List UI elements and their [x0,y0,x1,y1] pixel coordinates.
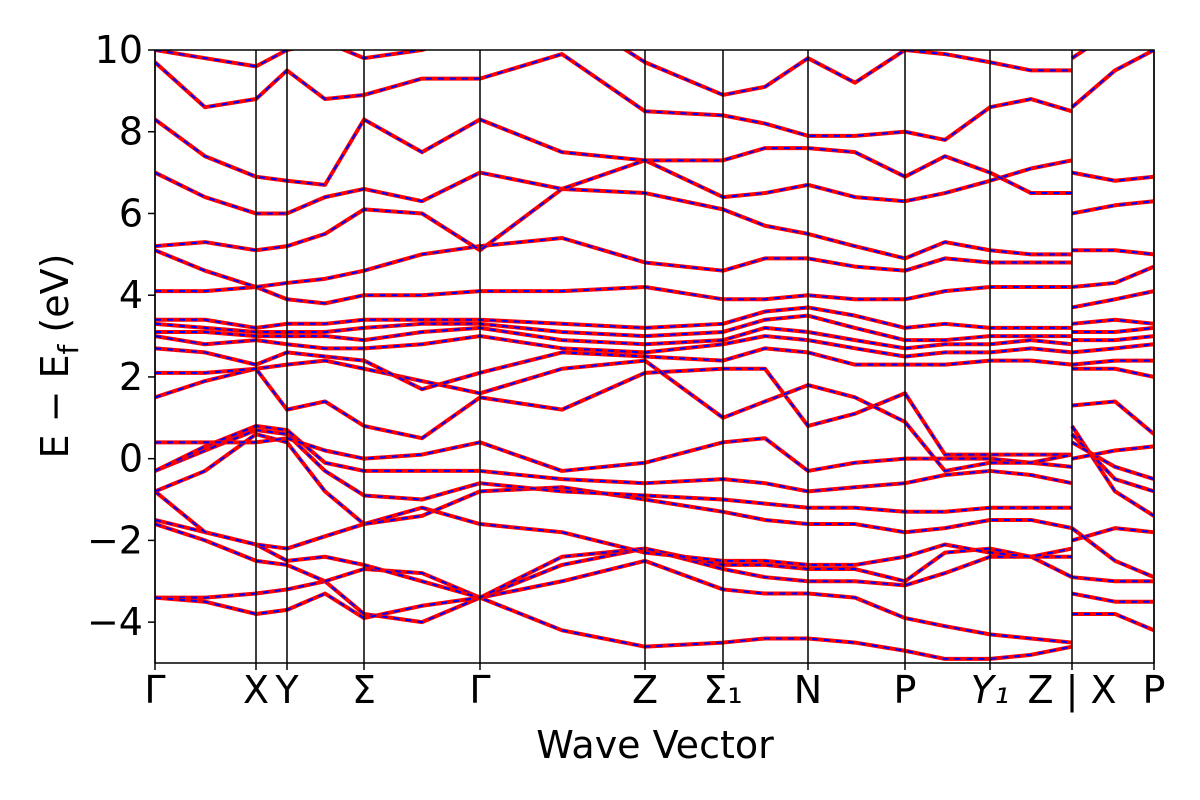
x-tick-label: Z | X [1027,668,1116,713]
y-tick-label: 8 [119,110,143,154]
band-line [155,186,1154,261]
y-tick-label: −2 [87,518,143,562]
x-tick-label: P [894,668,917,712]
axes: Γ X Y Σ Γ Z Σ₁ N P Y₁ Z | X P −4 −2 0 2 4 6 8 10 [87,28,1165,713]
band-line [155,285,1154,310]
band-line-dashed [155,367,1154,456]
band-line-dashed [155,523,1154,599]
x-tick-label: Σ₁ [703,668,742,712]
band-line-dashed [155,187,1154,260]
x-tick-label: X [243,668,269,712]
x-tick-label: Y [274,668,299,712]
band-line-dashed [155,429,1154,513]
y-tick-label: 0 [119,437,143,481]
band-line-dashed [155,159,1154,215]
plot-frame [154,49,1155,664]
x-tick-label: Γ [144,668,165,712]
y-tick-label: 2 [119,355,143,399]
y-tick-label: 6 [119,191,143,235]
y-axis-label-main: E − E [33,354,77,458]
band-line [155,579,1154,661]
band-line [155,117,1154,196]
x-axis-label: Wave Vector [536,723,774,767]
y-tick-label: 10 [95,28,143,72]
band-lines [155,50,1154,661]
x-tick-label: Γ [469,668,490,712]
band-line [155,305,1154,330]
x-tick-label: Y₁ [971,668,1009,712]
y-axis-label: E − Ef (eV) [33,254,85,459]
band-line [155,366,1154,457]
x-tick-label: P [1143,668,1166,712]
y-axis-label-unit: (eV) [33,254,77,333]
x-tick-label: Z [632,668,658,712]
band-line-dashed [155,424,1154,493]
band-line-dashed [155,518,1154,599]
y-tick-label: −4 [87,600,143,644]
y-tick-label: 4 [119,273,143,317]
x-tick-label: Σ [352,668,376,712]
y-axis-label-sub: f [52,343,85,354]
x-tick-label: N [794,668,822,712]
